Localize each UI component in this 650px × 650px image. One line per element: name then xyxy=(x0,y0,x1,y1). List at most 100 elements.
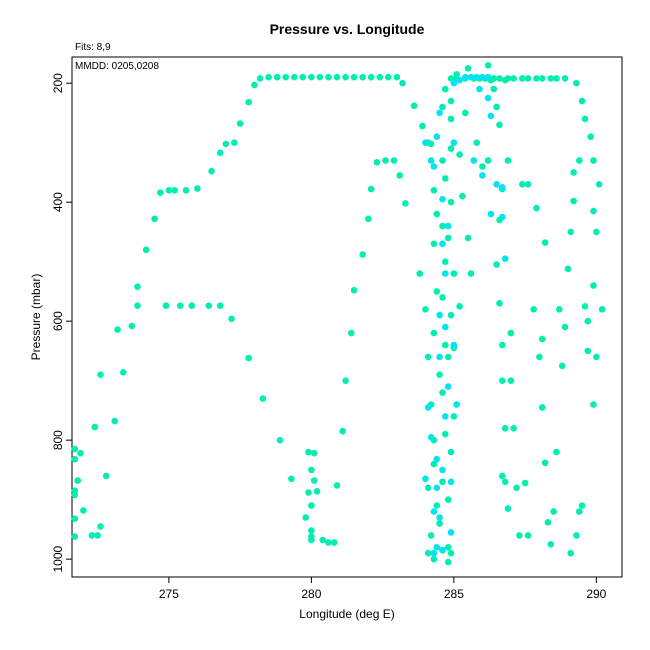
data-point xyxy=(456,76,463,84)
data-point xyxy=(433,133,441,140)
data-point xyxy=(382,157,389,164)
data-point xyxy=(524,532,532,539)
data-point xyxy=(430,187,438,194)
data-point xyxy=(350,73,358,81)
data-point xyxy=(447,311,455,319)
data-point xyxy=(162,302,170,310)
data-point xyxy=(205,302,213,310)
data-point xyxy=(450,270,458,277)
data-point xyxy=(524,75,532,82)
data-point xyxy=(245,354,252,362)
data-point xyxy=(433,455,441,463)
data-point xyxy=(313,488,321,495)
data-point xyxy=(447,198,455,206)
data-point xyxy=(456,151,463,158)
data-point xyxy=(305,489,312,496)
data-point xyxy=(556,306,563,313)
y-tick-label: 200 xyxy=(51,73,65,93)
data-point xyxy=(310,449,318,457)
data-point xyxy=(573,532,580,539)
data-point xyxy=(593,228,600,236)
data-point xyxy=(424,484,432,492)
data-point xyxy=(120,369,127,376)
data-point xyxy=(359,73,367,81)
data-point xyxy=(501,478,509,486)
data-point xyxy=(501,425,509,432)
data-point xyxy=(487,112,495,120)
data-point xyxy=(236,120,244,127)
data-point xyxy=(71,445,79,453)
data-point xyxy=(402,200,409,207)
data-point xyxy=(439,195,446,203)
data-point xyxy=(439,240,446,248)
mmdd-label: MMDD: 0205,0208 xyxy=(75,61,159,72)
data-point xyxy=(578,97,586,105)
data-point xyxy=(462,109,469,117)
data-point xyxy=(473,139,481,146)
data-point xyxy=(493,103,500,111)
data-point xyxy=(538,75,546,82)
data-point xyxy=(459,192,466,200)
data-point xyxy=(302,514,310,521)
data-point xyxy=(316,73,324,81)
data-point xyxy=(521,479,529,487)
data-point xyxy=(524,181,532,188)
data-point xyxy=(436,109,443,117)
data-point xyxy=(444,558,452,566)
data-point xyxy=(439,103,446,111)
data-point xyxy=(424,549,432,557)
data-point xyxy=(496,300,503,307)
data-point xyxy=(490,75,498,82)
data-point xyxy=(533,75,540,82)
data-point xyxy=(499,341,506,349)
data-point xyxy=(587,133,594,140)
data-point xyxy=(433,210,441,218)
data-point xyxy=(265,73,272,81)
data-point xyxy=(430,240,438,248)
data-point xyxy=(510,425,517,432)
data-point xyxy=(422,306,429,313)
data-point xyxy=(91,423,99,431)
data-point xyxy=(390,157,398,164)
data-point xyxy=(142,246,150,254)
data-point xyxy=(308,527,315,534)
data-point xyxy=(561,75,569,82)
data-point xyxy=(576,508,583,515)
data-point xyxy=(228,315,235,323)
data-point xyxy=(151,215,158,223)
data-point xyxy=(291,73,298,81)
data-point xyxy=(231,139,238,146)
data-point xyxy=(484,62,492,69)
data-point xyxy=(424,404,432,411)
data-point xyxy=(544,519,552,526)
data-point xyxy=(590,401,597,408)
data-point xyxy=(444,222,452,230)
data-point xyxy=(479,73,486,81)
data-point xyxy=(430,555,438,563)
data-point xyxy=(97,523,104,530)
x-axis: 275 280 285 290 xyxy=(159,577,607,601)
data-point xyxy=(493,261,500,268)
data-point xyxy=(439,157,446,164)
data-point xyxy=(442,175,449,182)
data-point xyxy=(595,181,603,188)
data-point xyxy=(598,306,606,313)
data-point xyxy=(453,401,461,408)
data-point xyxy=(507,377,515,385)
data-point xyxy=(447,529,455,536)
data-point xyxy=(308,502,315,509)
data-point xyxy=(541,239,549,246)
data-point xyxy=(396,172,404,179)
data-point xyxy=(419,122,426,130)
data-point xyxy=(276,436,284,444)
data-point xyxy=(308,73,315,81)
data-point xyxy=(245,98,252,106)
data-point xyxy=(553,75,560,82)
data-point xyxy=(439,478,446,486)
data-point xyxy=(367,185,375,193)
data-point xyxy=(216,149,224,157)
x-tick-label: 285 xyxy=(444,587,464,601)
data-point xyxy=(447,75,455,82)
data-point xyxy=(71,533,79,540)
data-point xyxy=(447,97,455,105)
